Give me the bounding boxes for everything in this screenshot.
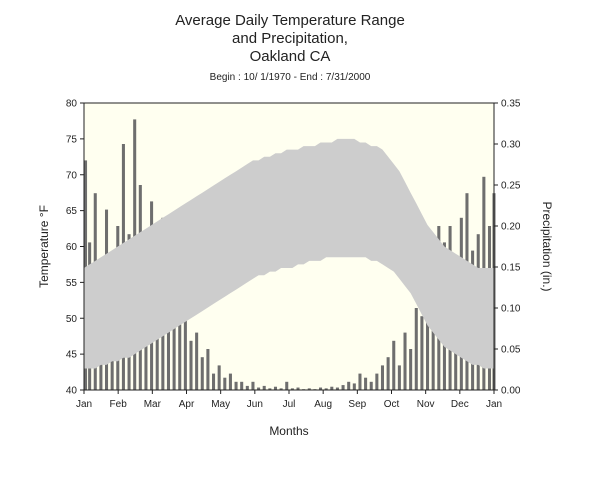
x-tick-label: Oct — [384, 399, 400, 410]
left-y-axis-label: Temperature °F — [37, 205, 51, 288]
precip-bar — [206, 349, 210, 390]
precip-bar — [234, 381, 238, 390]
x-tick-label: May — [211, 399, 230, 410]
chart-title-line-1: Average Daily Temperature Range — [175, 12, 405, 29]
precip-bar — [414, 308, 418, 390]
precip-bar — [195, 332, 199, 390]
precip-bar — [212, 373, 216, 390]
left-y-tick-label: 40 — [66, 386, 78, 397]
left-y-tick-label: 55 — [66, 278, 78, 289]
right-y-tick-label: 0.30 — [501, 140, 521, 151]
left-y-tick-label: 50 — [66, 314, 78, 325]
right-y-tick-label: 0.10 — [501, 304, 521, 315]
x-tick-label: Mar — [144, 399, 162, 410]
x-tick-label: Nov — [417, 399, 435, 410]
precip-bar — [392, 340, 396, 390]
left-y-tick-label: 70 — [66, 170, 78, 181]
precip-bar — [189, 340, 193, 390]
precip-bar — [240, 381, 244, 390]
precip-bar — [386, 357, 390, 390]
left-y-tick-label: 60 — [66, 242, 78, 253]
precip-bar — [223, 377, 227, 390]
chart-title-line-3: Oakland CA — [249, 48, 331, 65]
x-axis-label: Months — [269, 424, 308, 438]
x-tick-label: Dec — [451, 399, 469, 410]
precip-bar — [380, 365, 385, 390]
precip-bar — [409, 349, 413, 390]
right-y-tick-label: 0.00 — [501, 386, 521, 397]
precip-bar — [166, 316, 171, 390]
left-y-tick-label: 65 — [66, 206, 78, 217]
left-y-tick-label: 45 — [66, 350, 78, 361]
precip-bar — [172, 283, 176, 390]
precip-bar — [358, 373, 362, 390]
x-tick-label: Jul — [283, 399, 296, 410]
precip-bar — [155, 291, 159, 390]
precip-bar — [375, 373, 379, 390]
precip-bar — [251, 381, 255, 390]
x-tick-label: Sep — [348, 399, 366, 410]
right-y-tick-label: 0.20 — [501, 222, 521, 233]
precip-bar — [217, 365, 221, 390]
precip-bar — [352, 383, 356, 390]
precip-bar — [183, 299, 187, 390]
precip-bar — [431, 283, 435, 390]
right-y-axis-label: Precipitation (in.) — [540, 201, 554, 291]
precip-bar — [262, 385, 266, 390]
precip-bar — [296, 387, 300, 390]
precip-bar — [341, 385, 345, 390]
chart-title-line-2: and Precipitation, — [232, 30, 348, 47]
right-y-tick-label: 0.15 — [501, 263, 521, 274]
precip-bar — [257, 387, 261, 390]
precip-bar — [228, 373, 232, 390]
x-tick-label: Aug — [314, 399, 332, 410]
precip-bar — [245, 385, 249, 390]
x-tick-label: Apr — [179, 399, 195, 410]
chart-subtitle: Begin : 10/ 1/1970 - End : 7/31/2000 — [209, 72, 371, 83]
precip-bar — [364, 377, 368, 390]
x-tick-label: Jan — [486, 399, 502, 410]
right-y-tick-label: 0.25 — [501, 181, 521, 192]
precip-bar — [397, 365, 401, 390]
precip-bar — [273, 386, 278, 390]
precip-bar — [268, 388, 272, 390]
left-y-tick-label: 80 — [66, 99, 78, 110]
precip-bar — [403, 332, 407, 390]
right-y-tick-label: 0.05 — [501, 345, 521, 356]
precip-bar — [324, 388, 328, 390]
precip-bar — [285, 381, 289, 390]
temperature-range-band — [84, 138, 494, 369]
precip-bar — [369, 381, 373, 390]
precip-bar — [200, 357, 204, 390]
x-tick-label: Feb — [110, 399, 128, 410]
left-y-tick-label: 75 — [66, 134, 78, 145]
precip-bar — [307, 388, 311, 390]
precip-bar — [347, 381, 351, 390]
precip-bar — [330, 386, 334, 390]
x-tick-label: Jan — [76, 399, 92, 410]
precip-bar — [319, 387, 323, 390]
axis-ticks: 40 45 50 55 60 65 70 75 80 0.00 0.05 0.10 0.15 0.20 0.… — [66, 99, 521, 411]
precip-bar — [279, 388, 283, 390]
precip-bar — [420, 316, 424, 390]
precip-bar — [335, 387, 339, 390]
right-y-tick-label: 0.35 — [501, 99, 521, 110]
precip-bar — [178, 324, 182, 390]
x-tick-label: Jun — [247, 399, 263, 410]
precip-bar — [290, 388, 294, 390]
